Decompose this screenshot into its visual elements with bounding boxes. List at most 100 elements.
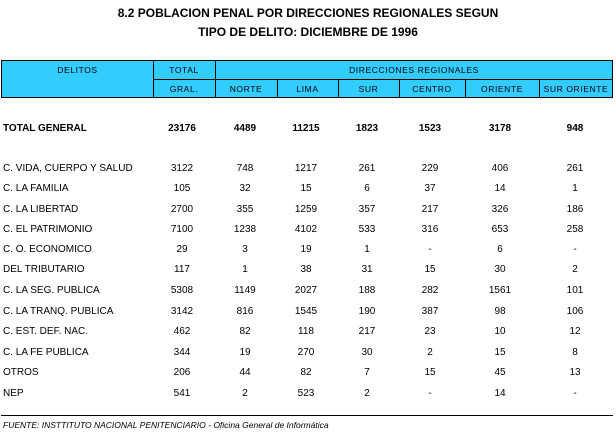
cell-region-4: 326 — [491, 204, 509, 215]
cell-region-2: 1823 — [355, 123, 379, 134]
cell-region-0: 816 — [236, 306, 254, 317]
table-title-line-2: TIPO DE DELITO: DICIEMBRE DE 1996 — [198, 25, 418, 39]
cell-region-2: 188 — [358, 285, 376, 296]
header-divider — [465, 79, 466, 97]
cell-region-3: - — [428, 244, 432, 255]
row-label: C. LA FAMILIA — [3, 183, 69, 194]
cell-region-0: 2 — [242, 388, 248, 399]
cell-region-4: 6 — [497, 244, 503, 255]
row-label: C. O. ECONOMICO — [3, 244, 92, 255]
header-region-norte: NORTE — [229, 84, 263, 94]
header-delitos: DELITOS — [57, 65, 98, 75]
header-divider — [338, 79, 339, 97]
cell-region-0: 82 — [239, 326, 251, 337]
cell-region-1: 1217 — [294, 163, 318, 174]
cell-region-0: 1 — [242, 264, 248, 275]
cell-region-3: 15 — [424, 264, 436, 275]
row-label: C. LA TRANQ. PUBLICA — [3, 306, 114, 317]
table-row: C. VIDA, CUERPO Y SALUD 3122 748 1217 261 229… — [0, 163, 616, 179]
cell-region-1: 11215 — [292, 123, 320, 134]
header-region-lima: LIMA — [296, 84, 319, 94]
cell-region-3: 217 — [421, 204, 439, 215]
header-region-sur-oriente: SUR ORIENTE — [543, 84, 609, 94]
cell-region-3: - — [428, 388, 432, 399]
row-label: TOTAL GENERAL — [3, 123, 87, 134]
cell-total: 117 — [174, 264, 190, 275]
row-label: DEL TRIBUTARIO — [3, 264, 85, 275]
table-row: C. EL PATRIMONIO 7100 1238 4102 533 316 653 258 — [0, 224, 616, 240]
total-row: TOTAL GENERAL 23176 4489 11215 1823 1523 3178 9… — [0, 123, 616, 139]
cell-region-2: 217 — [358, 326, 376, 337]
cell-region-0: 4489 — [233, 123, 257, 134]
cell-region-3: 387 — [421, 306, 439, 317]
cell-region-1: 1259 — [294, 204, 318, 215]
cell-region-5: - — [573, 388, 577, 399]
cell-region-0: 19 — [239, 347, 251, 358]
header-region-sur: SUR — [358, 84, 379, 94]
cell-region-2: 261 — [358, 163, 376, 174]
cell-region-5: 2 — [572, 264, 578, 275]
cell-region-4: 3178 — [488, 123, 512, 134]
cell-region-2: 30 — [361, 347, 373, 358]
cell-region-1: 523 — [297, 388, 315, 399]
row-label: C. LA FE PUBLICA — [3, 347, 89, 358]
cell-region-2: 2 — [364, 388, 370, 399]
cell-region-1: 270 — [297, 347, 315, 358]
cell-region-5: - — [573, 244, 577, 255]
cell-region-2: 190 — [358, 306, 376, 317]
cell-region-0: 355 — [236, 204, 254, 215]
table-row: C. O. ECONOMICO 29 3 19 1 - 6 - — [0, 244, 616, 260]
cell-total: 541 — [173, 388, 191, 399]
cell-region-0: 748 — [236, 163, 254, 174]
row-label: C. VIDA, CUERPO Y SALUD — [3, 163, 133, 174]
cell-region-3: 229 — [421, 163, 439, 174]
source-note: FUENTE: INSTTITUTO NACIONAL PENITENCIARI… — [3, 420, 329, 430]
cell-region-4: 98 — [494, 306, 506, 317]
cell-total: 2700 — [170, 204, 194, 215]
cell-region-3: 23 — [424, 326, 436, 337]
table-row: C. LA TRANQ. PUBLICA 3142 816 1545 190 387 98 1… — [0, 306, 616, 322]
row-label: OTROS — [3, 367, 39, 378]
cell-region-4: 653 — [491, 224, 509, 235]
cell-region-0: 1149 — [234, 285, 256, 296]
cell-region-1: 82 — [300, 367, 312, 378]
cell-region-4: 406 — [491, 163, 509, 174]
table-header: DELITOS TOTAL GRAL. DIRECCIONES REGIONAL… — [1, 60, 613, 98]
row-label: C. EL PATRIMONIO — [3, 224, 93, 235]
table-row: DEL TRIBUTARIO 117 1 38 31 15 30 2 — [0, 264, 616, 280]
row-label: C. LA SEG. PUBLICA — [3, 285, 100, 296]
cell-region-5: 106 — [566, 306, 584, 317]
cell-region-2: 357 — [358, 204, 376, 215]
header-divider — [277, 79, 278, 97]
cell-region-5: 13 — [569, 367, 581, 378]
cell-total: 7100 — [170, 224, 194, 235]
header-divider — [153, 79, 613, 80]
cell-region-0: 44 — [239, 367, 251, 378]
header-total-top: TOTAL — [169, 65, 199, 75]
cell-total: 3122 — [170, 163, 194, 174]
cell-region-5: 258 — [566, 224, 584, 235]
row-label: C. EST. DEF. NAC. — [3, 326, 89, 337]
cell-total: 344 — [173, 347, 191, 358]
table-row: C. LA FAMILIA 105 32 15 6 37 14 1 — [0, 183, 616, 199]
cell-region-0: 3 — [242, 244, 248, 255]
header-direcciones: DIRECCIONES REGIONALES — [349, 65, 479, 75]
header-region-centro: CENTRO — [412, 84, 452, 94]
cell-total: 3142 — [170, 306, 194, 317]
cell-region-4: 45 — [494, 367, 506, 378]
cell-region-4: 10 — [494, 326, 506, 337]
cell-region-1: 38 — [300, 264, 312, 275]
cell-total: 29 — [176, 244, 188, 255]
cell-region-2: 533 — [358, 224, 376, 235]
cell-region-0: 32 — [239, 183, 251, 194]
cell-region-3: 2 — [427, 347, 433, 358]
table-row: C. LA SEG. PUBLICA 5308 1149 2027 188 282 1561… — [0, 285, 616, 301]
cell-region-3: 316 — [421, 224, 439, 235]
cell-region-1: 4102 — [294, 224, 318, 235]
cell-region-5: 261 — [566, 163, 584, 174]
table-row: C. EST. DEF. NAC. 462 82 118 217 23 10 12 — [0, 326, 616, 342]
cell-total: 206 — [173, 367, 191, 378]
header-region-oriente: ORIENTE — [481, 84, 523, 94]
table-row: NEP 541 2 523 2 - 14 - — [0, 388, 616, 404]
table-row: C. LA FE PUBLICA 344 19 270 30 2 15 8 — [0, 347, 616, 363]
